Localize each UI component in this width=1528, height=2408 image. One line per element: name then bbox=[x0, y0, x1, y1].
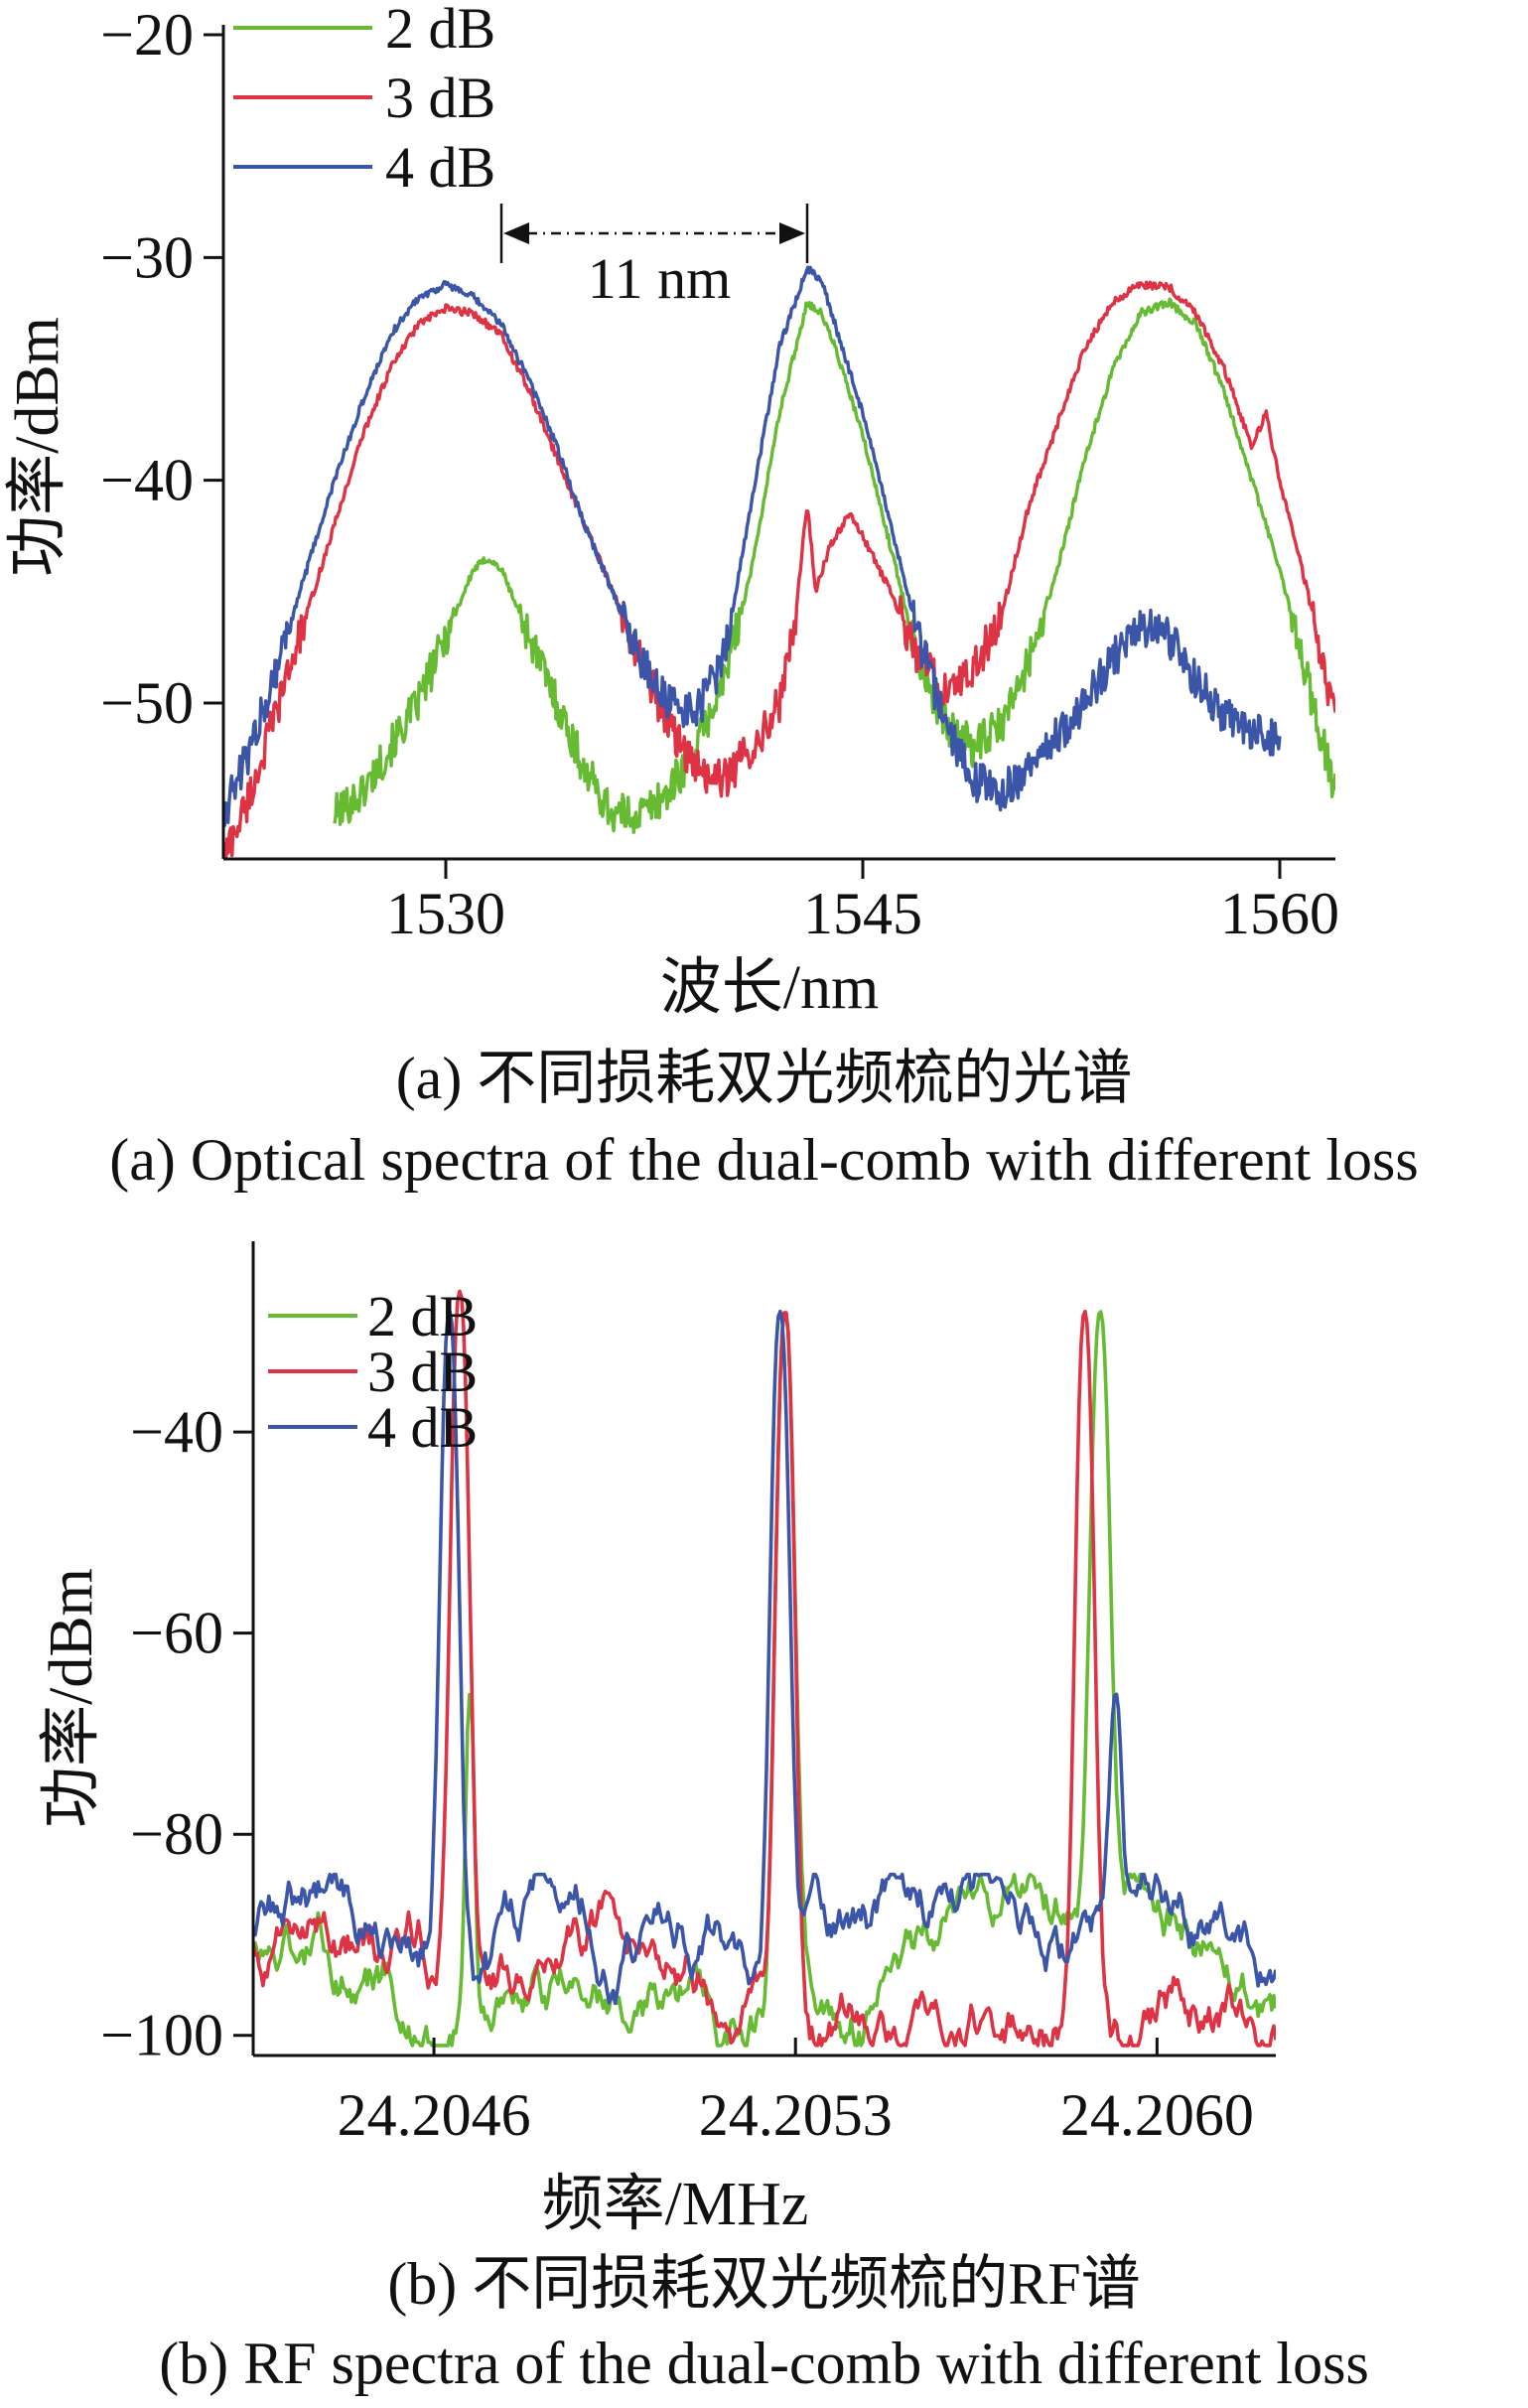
x-tick-label: 1560 bbox=[1220, 881, 1339, 946]
x-tick-label: 24.2046 bbox=[338, 2082, 531, 2148]
legend-label: 2 dB bbox=[385, 0, 495, 61]
y-tick-label: −50 bbox=[100, 670, 194, 736]
ticks-a: −20 −30 −40 −50 1530 1545 1560 波长/nm 功率/dBm bbox=[4, 2, 1339, 1022]
y-axis-label: 功率/dBm bbox=[4, 317, 71, 577]
x-tick-label: 24.2053 bbox=[699, 2082, 893, 2148]
legend-label: 4 dB bbox=[385, 135, 495, 200]
caption-b-chinese: (b) 不同损耗双光频梳的RF谱 bbox=[387, 2251, 1141, 2317]
x-tick-label: 1530 bbox=[386, 881, 505, 946]
annotation-label: 11 nm bbox=[588, 246, 731, 311]
series-line-3db bbox=[223, 280, 1335, 859]
y-tick-label: −40 bbox=[100, 448, 194, 513]
y-tick-label: −40 bbox=[130, 1399, 223, 1465]
legend-label: 3 dB bbox=[367, 1340, 478, 1404]
x-tick-label: 1545 bbox=[803, 881, 922, 946]
x-tick-label: 24.2060 bbox=[1060, 2082, 1254, 2148]
y-tick-label: −60 bbox=[130, 1601, 223, 1666]
series-line-2db bbox=[253, 1310, 1276, 2048]
legend-b: 2 dB3 dB4 dB bbox=[268, 1284, 478, 1460]
y-tick-label: −80 bbox=[130, 1801, 223, 1867]
legend-label: 4 dB bbox=[367, 1395, 478, 1460]
rf-spectra-chart: −40 −60 −80 −100 24.2046 24.2053 24.2060 频率/MHz… bbox=[38, 1241, 1276, 2238]
legend-label: 2 dB bbox=[367, 1284, 478, 1348]
x-axis-label: 波长/nm bbox=[660, 954, 879, 1022]
x-axis-label: 频率/MHz bbox=[542, 2171, 809, 2238]
plot-area-a bbox=[223, 265, 1335, 859]
y-tick-label: −100 bbox=[100, 2003, 223, 2068]
axes-b bbox=[251, 1241, 1276, 2057]
caption-a-english: (a) Optical spectra of the dual-comb wit… bbox=[109, 1127, 1419, 1193]
annotation-arrow-right bbox=[779, 222, 805, 244]
y-tick-label: −30 bbox=[100, 224, 194, 290]
legend-a: 2 dB3 dB4 dB bbox=[233, 0, 495, 200]
annotation-arrow-left bbox=[503, 222, 529, 244]
y-tick-label: −20 bbox=[100, 2, 194, 68]
optical-spectra-chart: −20 −30 −40 −50 1530 1545 1560 波长/nm 功率/dBm 11 n… bbox=[4, 0, 1339, 1022]
caption-b-english: (b) RF spectra of the dual-comb with dif… bbox=[159, 2331, 1369, 2396]
annotation-11nm: 11 nm bbox=[499, 204, 809, 311]
axes-a bbox=[221, 25, 1335, 861]
series-line-4db bbox=[223, 265, 1282, 828]
legend-label: 3 dB bbox=[385, 66, 495, 130]
y-axis-label: 功率/dBm bbox=[38, 1568, 105, 1828]
plot-area-b bbox=[253, 1289, 1276, 2048]
ticks-b: −40 −60 −80 −100 24.2046 24.2053 24.2060 频率/MHz… bbox=[38, 1399, 1254, 2238]
series-line-2db bbox=[333, 297, 1335, 834]
series-line-4db bbox=[253, 1309, 1276, 2006]
caption-a-chinese: (a) 不同损耗双光频梳的光谱 bbox=[395, 1046, 1133, 1111]
